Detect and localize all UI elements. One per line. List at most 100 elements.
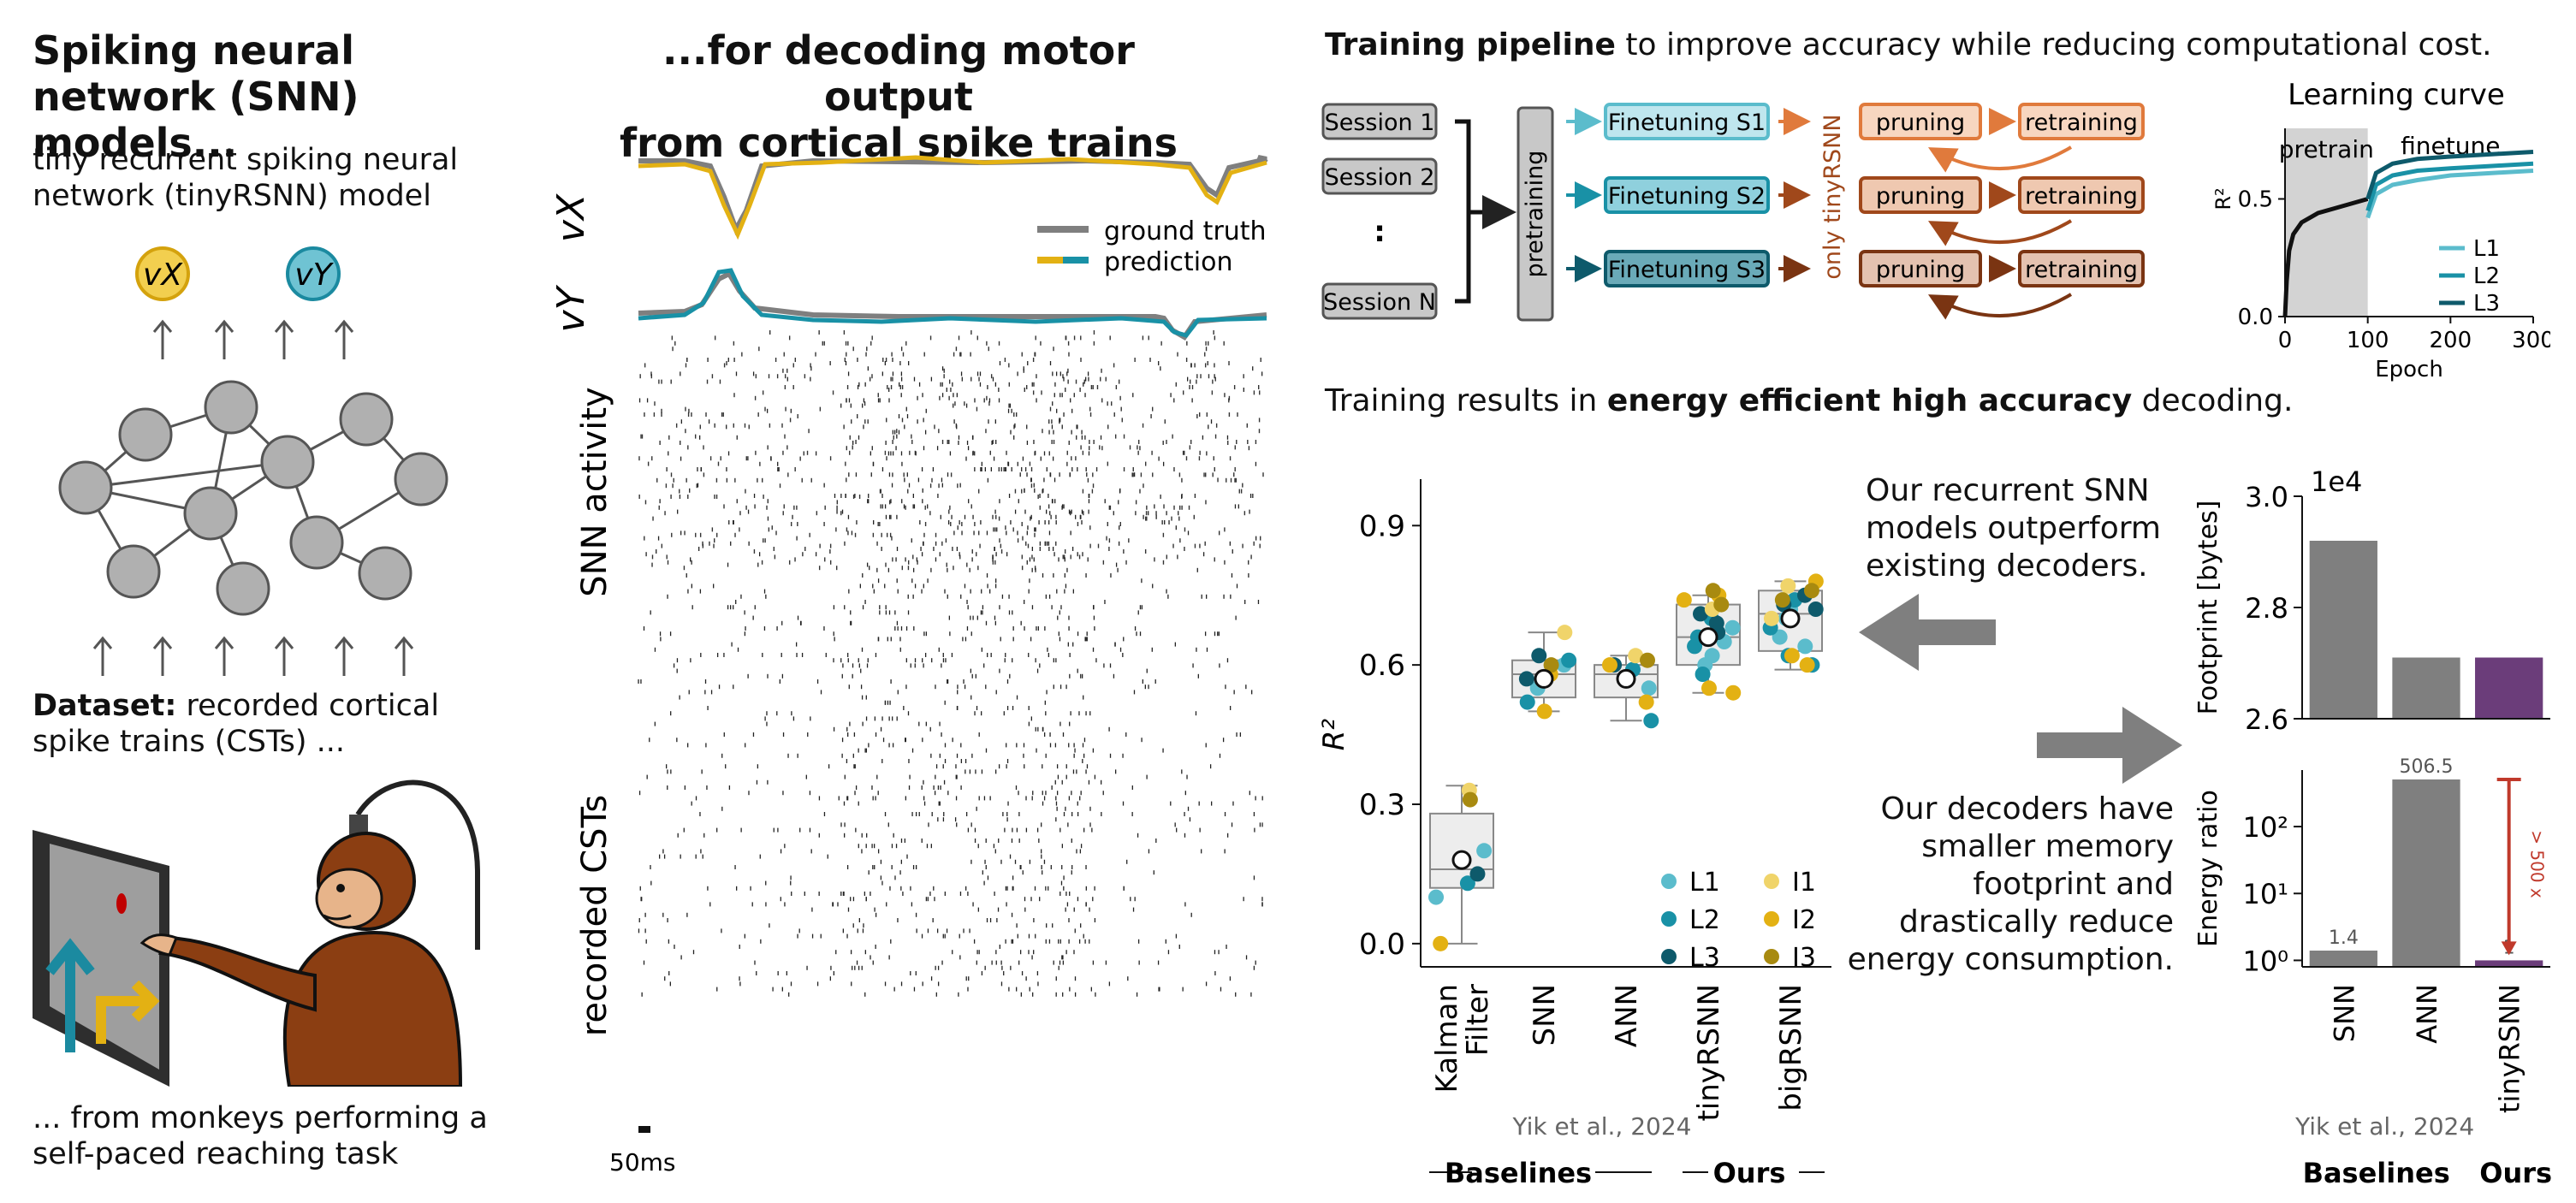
output-label-vy: vY [294, 258, 334, 293]
svg-text:Session 1: Session 1 [1325, 110, 1435, 136]
vx-prediction-line [638, 155, 1267, 240]
lc-series-L1 [2365, 169, 2534, 219]
energy-group-ours: Ours [2479, 1157, 2552, 1189]
results-heading-pre: Training results in [1325, 383, 1607, 418]
energy-xtick-label: ANN [2411, 984, 2443, 1044]
recorded-csts-label: recorded CSTs [575, 795, 614, 1036]
output-label-vx: vX [143, 258, 183, 293]
monkey-illustration [33, 779, 480, 1087]
svg-text:pruning: pruning [1876, 110, 1965, 136]
box-point-I3 [1803, 583, 1819, 599]
box-point-L3 [1518, 671, 1534, 687]
box-xtick-label: SNN [1528, 984, 1562, 1046]
session-box-2: Session 2 [1321, 157, 1438, 195]
results-text-2: Our decoders have smaller memory footpri… [1847, 791, 2174, 977]
box-point-L2 [1519, 694, 1535, 710]
pretrain-label: pretrain [2279, 135, 2374, 163]
box-group-baselines: Baselines [1445, 1157, 1592, 1189]
svg-text:Session N: Session N [1323, 289, 1436, 316]
lc-xlabel: Epoch [2375, 357, 2443, 382]
vy-axis-label: vY [556, 284, 593, 332]
box-point-L3 [1692, 606, 1708, 622]
lc-xtick-label: 200 [2430, 328, 2472, 353]
output-node-vx: vX [135, 246, 190, 301]
lc-series-pretrain [2282, 197, 2369, 317]
energy-bar-ann [2392, 779, 2460, 967]
sessions-bracket [1455, 119, 1508, 304]
network-neurons [58, 380, 448, 616]
energy-ratio-annotation: > 500 x [2527, 830, 2548, 898]
box-point-L1 [1724, 619, 1741, 636]
footprint-ylabel: Footprint [bytes] [2193, 501, 2223, 715]
energy-xtick-label: tinyRSNN [2494, 984, 2526, 1113]
box-point-I2 [1725, 684, 1742, 701]
footprint-exponent: 1e4 [2311, 465, 2362, 498]
box-point-L3 [1807, 602, 1824, 617]
box-legend-label: I1 [1792, 868, 1816, 898]
box-xtick-label: bigRSNN [1774, 984, 1808, 1111]
learning-curve-title: Learning curve [2288, 78, 2505, 112]
pipeline-heading-bold: Training pipeline [1325, 27, 1616, 62]
svg-text:pruning: pruning [1876, 183, 1965, 210]
energy-group-baselines: Baselines [2303, 1157, 2450, 1189]
box-legend-swatch [1661, 911, 1677, 927]
box-point-I1 [1763, 610, 1779, 626]
box-point-I3 [1705, 583, 1721, 599]
box-point-I3 [1774, 592, 1790, 608]
monkey-face [315, 868, 383, 929]
snn-activity-raster [638, 330, 1261, 571]
lc-ytick-label: 0.5 [2238, 187, 2273, 213]
box-legend-label: L2 [1689, 905, 1720, 935]
svg-text:retraining: retraining [2025, 183, 2138, 210]
footprint-ytick-label: 2.6 [2245, 703, 2288, 736]
vx-axis-label: vX [556, 193, 593, 242]
prune-retrain-row-2: pruning retraining [1859, 176, 2145, 246]
monkey-caption: ... from monkeys performing a self-paced… [33, 1101, 488, 1171]
svg-text:Finetuning S2: Finetuning S2 [1608, 183, 1766, 210]
box-xtick-label: Kalman [1430, 984, 1464, 1093]
prune-retrain-row-1: pruning retraining [1859, 103, 2145, 173]
box-legend-label: I2 [1792, 905, 1816, 935]
box-mean-marker [1616, 668, 1636, 689]
box-group-ours: Ours [1713, 1157, 1786, 1189]
box-legend-label: L1 [1689, 868, 1720, 898]
pretrain-shade [2285, 128, 2368, 317]
dataset-description: recorded cortical spike trains (CSTs) ..… [33, 689, 440, 759]
decoding-panel: vX ground truth prediction vY SNN activi… [556, 155, 1268, 1176]
left-title: Spiking neural network (SNN) models... [33, 27, 359, 166]
box-point-L1 [1772, 629, 1788, 645]
box-point-I1 [1628, 648, 1644, 664]
energy-bar-tinyrsnn [2475, 960, 2543, 967]
box-point-L2 [1643, 713, 1659, 729]
energy-ytick-label: 10² [2242, 811, 2288, 844]
box-point-I2 [1433, 935, 1449, 951]
box-ytick-label: 0.6 [1359, 649, 1405, 683]
monkey-body [282, 930, 463, 1087]
session-ellipsis: : [1374, 215, 1386, 249]
lc-xtick-label: 300 [2512, 328, 2550, 353]
energy-ytick-label: 10⁰ [2242, 945, 2288, 977]
lc-series-L2 [2365, 161, 2534, 212]
output-node-vy: vY [286, 246, 341, 301]
scale-bar-label: 50ms [609, 1148, 676, 1176]
box-point-L1 [1476, 843, 1493, 859]
lc-series-L3 [2365, 150, 2534, 200]
box-mean-marker [1534, 668, 1554, 689]
box-ytick-label: 0.0 [1359, 927, 1405, 962]
svg-text:Finetuning S1: Finetuning S1 [1608, 110, 1766, 136]
box-point-I1 [1557, 625, 1573, 641]
box-legend-swatch [1764, 911, 1779, 927]
finetuning-s2-box: Finetuning S2 [1604, 176, 1770, 214]
session-box-n: Session N [1321, 282, 1438, 320]
finetuning-s1-box: Finetuning S1 [1604, 103, 1770, 140]
monkey-arm [157, 935, 317, 1012]
network-diagram: vX vY [58, 246, 448, 676]
pretraining-box [1517, 106, 1554, 322]
input-arrows [92, 636, 414, 676]
lc-legend-label: L3 [2473, 291, 2500, 317]
box-point-L3 [1469, 866, 1486, 882]
box-point-I2 [1601, 657, 1617, 673]
middle-title-line1: ...for decoding motor output [662, 27, 1135, 120]
